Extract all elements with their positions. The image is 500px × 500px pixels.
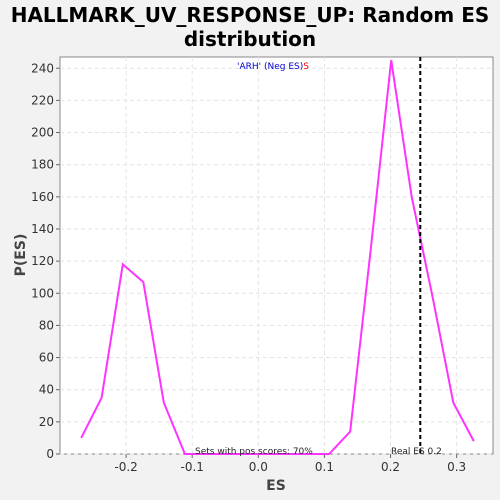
y-tick-label: 180 bbox=[31, 158, 54, 172]
real-es-note: Real ES 0.2 bbox=[391, 447, 442, 457]
series-group bbox=[80, 60, 475, 455]
x-tick-label: -0.1 bbox=[181, 460, 204, 474]
y-tick-label: 160 bbox=[31, 190, 54, 204]
grid bbox=[60, 57, 493, 455]
y-tick-label: 220 bbox=[31, 93, 54, 107]
x-tick-label: 0.2 bbox=[381, 460, 400, 474]
x-tick-label: 0.3 bbox=[447, 460, 466, 474]
y-tick-label: 100 bbox=[31, 286, 54, 300]
x-tick-label: 0.0 bbox=[249, 460, 268, 474]
y-tick-label: 140 bbox=[31, 222, 54, 236]
legend-suffix: S bbox=[303, 62, 309, 72]
legend-neg-es: 'ARH' (Neg ES)S bbox=[237, 62, 309, 72]
plot-area bbox=[59, 56, 494, 455]
y-tick-label: 240 bbox=[31, 61, 54, 75]
y-tick-label: 80 bbox=[39, 318, 54, 332]
x-axis-ticks: -0.2 -0.1 0.0 0.1 0.2 0.3 bbox=[114, 454, 466, 474]
chart-title-line-1: HALLMARK_UV_RESPONSE_UP: Random ES bbox=[11, 3, 490, 27]
y-tick-label: 200 bbox=[31, 126, 54, 140]
y-tick-label: 120 bbox=[31, 254, 54, 268]
y-tick-label: 0 bbox=[46, 447, 54, 461]
x-tick-label: -0.2 bbox=[114, 460, 137, 474]
series-line bbox=[80, 60, 475, 455]
chart-title-line-2: distribution bbox=[184, 27, 316, 51]
legend-neg-es-label: 'ARH' (Neg ES) bbox=[237, 62, 303, 72]
y-tick-label: 60 bbox=[39, 351, 54, 365]
y-tick-label: 20 bbox=[39, 415, 54, 429]
pos-scores-note: Sets with pos scores: 70% bbox=[195, 447, 313, 457]
y-tick-label: 40 bbox=[39, 383, 54, 397]
y-axis-title: P(ES) bbox=[13, 234, 29, 277]
x-axis-title: ES bbox=[266, 478, 286, 494]
x-tick-label: 0.1 bbox=[315, 460, 334, 474]
y-axis-ticks: 0 20 40 60 80 100 120 140 160 180 200 220 240 bbox=[31, 61, 60, 461]
